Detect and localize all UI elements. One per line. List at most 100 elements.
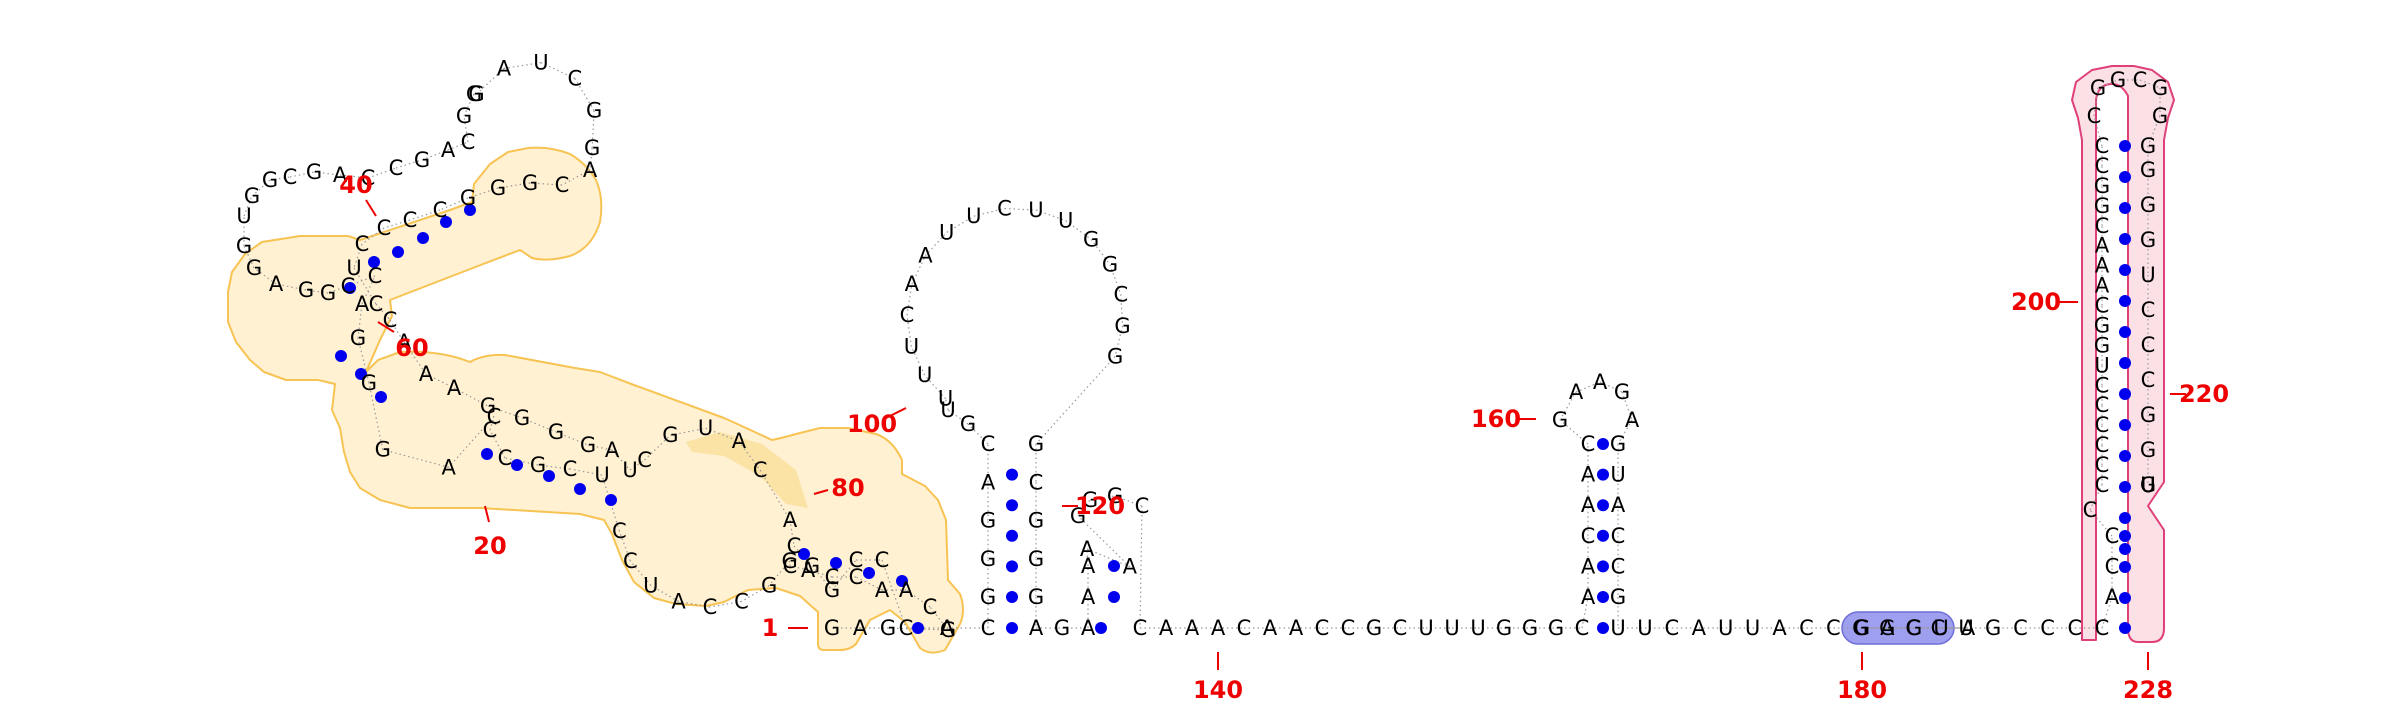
nucleotide: G xyxy=(1107,344,1123,368)
backbone-link xyxy=(409,209,441,221)
nucleotide: G xyxy=(522,171,538,195)
nucleotide: U xyxy=(940,398,955,422)
position-number: 120 xyxy=(1075,492,1125,520)
nucleotide: A xyxy=(441,455,456,479)
nucleotide: G xyxy=(940,618,956,642)
nucleotide: A xyxy=(1080,537,1095,561)
base-pair-dot xyxy=(344,282,356,294)
nucleotide: G xyxy=(244,184,260,208)
nucleotide: A xyxy=(1569,380,1584,404)
backbone-link xyxy=(759,469,791,521)
nucleotide: G xyxy=(2140,403,2156,427)
base-pair-dot xyxy=(2119,171,2131,183)
nucleotide: G xyxy=(460,186,476,210)
nucleotide: C xyxy=(2141,368,2156,392)
nucleotide: C xyxy=(2067,616,2082,640)
backbone-link xyxy=(924,374,947,400)
backbone-link xyxy=(1617,419,1633,445)
yellow-domain-outline xyxy=(227,146,964,654)
backbone-link xyxy=(589,147,593,171)
nucleotide: A xyxy=(875,578,890,602)
nucleotide: C xyxy=(997,197,1012,221)
base-pair-dot xyxy=(375,391,387,403)
nucleotide: A xyxy=(419,362,434,386)
backbone-link xyxy=(1090,239,1111,265)
nucleotide: G xyxy=(1028,547,1044,571)
base-pair-dot xyxy=(1095,622,1107,634)
nucleotide: G xyxy=(361,371,377,395)
backbone-link xyxy=(383,219,411,229)
nucleotide: C xyxy=(1826,616,1841,640)
nucleotide: C xyxy=(2095,473,2110,497)
backbone-link xyxy=(2089,509,2113,537)
base-pair-dot xyxy=(1108,560,1120,572)
base-pair-dot xyxy=(1108,591,1120,603)
base-pair-dot xyxy=(1006,591,1018,603)
backbone-link xyxy=(629,560,652,586)
position-number: 160 xyxy=(1471,405,1521,433)
nucleotide: G xyxy=(2094,333,2110,357)
nucleotide: G xyxy=(306,160,322,184)
nucleotide: C xyxy=(383,308,398,332)
backbone-link xyxy=(1114,325,1124,357)
position-number: 220 xyxy=(2179,380,2229,408)
backbone-link xyxy=(361,227,385,245)
nucleotide: A xyxy=(583,158,598,182)
nucleotide: C xyxy=(487,404,502,428)
nucleotide: C xyxy=(753,458,768,482)
nucleotide: C xyxy=(2133,68,2148,92)
nucleotide: C xyxy=(1315,616,1330,640)
nucleotide: G xyxy=(584,136,600,160)
base-pairs xyxy=(335,140,2131,634)
nucleotide: U xyxy=(1470,616,1485,640)
backbone-link xyxy=(1621,391,1633,421)
backbone-link xyxy=(973,207,1005,217)
nucleotide: G xyxy=(1879,616,1895,640)
backbone-link xyxy=(569,468,603,476)
backbone-link xyxy=(906,315,912,347)
backbone-link xyxy=(269,176,291,181)
nucleotide: C xyxy=(2040,616,2055,640)
nucleotide-letters: G A G GCAACCACGGCCAUCCUCGCCCAGGGACCGGAGGUGG… xyxy=(236,51,2168,642)
backbone-link xyxy=(2089,484,2103,511)
nucleotide: C xyxy=(567,66,582,90)
backbone-link xyxy=(561,169,591,186)
nucleotide: A xyxy=(940,616,955,640)
nucleotide: A xyxy=(1772,616,1787,640)
base-pair-dot xyxy=(335,350,347,362)
backbone-link xyxy=(489,429,506,459)
backbone-link xyxy=(881,559,907,629)
position-tick xyxy=(365,199,377,217)
nucleotide: G xyxy=(514,406,530,430)
nucleotide: A xyxy=(2095,254,2110,278)
backbone xyxy=(243,62,2161,631)
nucleotide: A xyxy=(1961,616,1976,640)
nucleotide: G xyxy=(2094,174,2110,198)
nucleotide: A xyxy=(355,292,370,316)
nucleotide: U xyxy=(643,573,658,597)
nucleotide: U xyxy=(1718,616,1733,640)
nucleotide: U xyxy=(1418,616,1433,640)
nucleotide: A xyxy=(2095,274,2110,298)
nucleotide: C xyxy=(1393,616,1408,640)
backbone-link xyxy=(1114,495,1143,507)
nucleotide: G xyxy=(1852,616,1868,640)
nucleotide: A xyxy=(2095,234,2110,258)
base-pair-dot xyxy=(605,494,617,506)
nucleotide: C xyxy=(555,173,570,197)
position-number: 1 xyxy=(762,614,779,642)
base-pair-dot xyxy=(2119,450,2131,462)
nucleotide: G xyxy=(236,234,252,258)
base-pair-dot xyxy=(1006,529,1018,542)
nucleotide: U xyxy=(2140,473,2155,497)
nucleotide: C xyxy=(2095,616,2110,640)
nucleotide: U xyxy=(2094,353,2109,377)
base-pair-dot xyxy=(2119,202,2131,214)
nucleotide: G xyxy=(414,148,430,172)
backbone-link xyxy=(650,584,679,602)
nucleotide: A xyxy=(1263,616,1278,640)
nucleotide: C xyxy=(2105,555,2120,579)
nucleotide: C xyxy=(369,292,384,316)
backbone-link xyxy=(357,303,363,339)
backbone-link xyxy=(629,459,645,471)
